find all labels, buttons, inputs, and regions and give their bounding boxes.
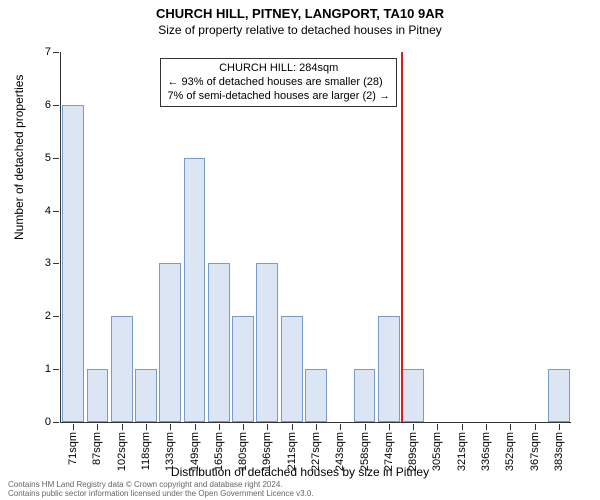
x-tick [267,424,268,430]
bar [87,369,109,422]
bar-slot [134,52,158,422]
x-axis-label: Distribution of detached houses by size … [0,465,600,479]
bar-slot [522,52,546,422]
x-tick [389,424,390,430]
bar [135,369,157,422]
annotation-text-line: 7% of semi-detached houses are larger (2… [167,90,390,104]
footer-line-1: Contains HM Land Registry data © Crown c… [8,480,314,489]
y-tick-label: 7 [33,46,51,58]
y-tick [53,263,59,264]
y-tick [53,52,59,53]
y-axis-label: Number of detached properties [12,75,26,240]
bar-slot [304,52,328,422]
bar-slot [450,52,474,422]
chart-subtitle: Size of property relative to detached ho… [0,21,600,37]
x-tick [73,424,74,430]
x-tick [243,424,244,430]
y-tick-label: 2 [33,310,51,322]
bar [281,316,303,422]
bar [305,369,327,422]
x-tick [510,424,511,430]
x-tick [146,424,147,430]
x-tick-label: 87sqm [91,432,103,465]
x-tick [462,424,463,430]
x-tick [365,424,366,430]
bar [62,105,84,422]
bar-slot [401,52,425,422]
y-tick [53,105,59,106]
chart-container: CHURCH HILL, PITNEY, LANGPORT, TA10 9AR … [0,0,600,500]
bar-slot [474,52,498,422]
x-tick [340,424,341,430]
bar [256,263,278,422]
y-tick [53,422,59,423]
plot-area: CHURCH HILL: 284sqm← 93% of detached hou… [60,52,571,423]
bar-slot [110,52,134,422]
x-tick [413,424,414,430]
bar-slot [280,52,304,422]
y-tick [53,158,59,159]
chart-title: CHURCH HILL, PITNEY, LANGPORT, TA10 9AR [0,0,600,21]
bar-slot [425,52,449,422]
annotation-box: CHURCH HILL: 284sqm← 93% of detached hou… [160,58,397,107]
x-tick [97,424,98,430]
x-tick [122,424,123,430]
x-tick [316,424,317,430]
bar [402,369,424,422]
bar-slot [547,52,571,422]
annotation-text-line: ← 93% of detached houses are smaller (28… [167,76,390,90]
x-tick [219,424,220,430]
footer-line-2: Contains public sector information licen… [8,489,314,498]
x-tick [535,424,536,430]
bar [159,263,181,422]
bar-slot [85,52,109,422]
bar-slot [377,52,401,422]
bar-slot [207,52,231,422]
y-tick [53,316,59,317]
x-tick [437,424,438,430]
annotation-text-line: CHURCH HILL: 284sqm [167,62,390,76]
bars-group [61,52,571,422]
y-tick-label: 6 [33,99,51,111]
x-tick [486,424,487,430]
bar-slot [328,52,352,422]
bar-slot [255,52,279,422]
bar-slot [352,52,376,422]
bar [111,316,133,422]
y-tick [53,211,59,212]
bar [548,369,570,422]
bar-slot [498,52,522,422]
x-tick-label: 71sqm [67,432,79,465]
bar [378,316,400,422]
y-tick-label: 1 [33,363,51,375]
x-tick [292,424,293,430]
y-tick-label: 5 [33,152,51,164]
bar [232,316,254,422]
x-tick [170,424,171,430]
y-tick-label: 3 [33,257,51,269]
bar-slot [231,52,255,422]
bar [208,263,230,422]
y-tick-label: 4 [33,205,51,217]
bar [354,369,376,422]
bar [184,158,206,422]
annotation-line [401,52,403,422]
bar-slot [61,52,85,422]
footer-attribution: Contains HM Land Registry data © Crown c… [8,480,314,498]
bar-slot [158,52,182,422]
bar-slot [182,52,206,422]
y-tick [53,369,59,370]
y-tick-label: 0 [33,416,51,428]
x-tick [559,424,560,430]
x-tick [195,424,196,430]
